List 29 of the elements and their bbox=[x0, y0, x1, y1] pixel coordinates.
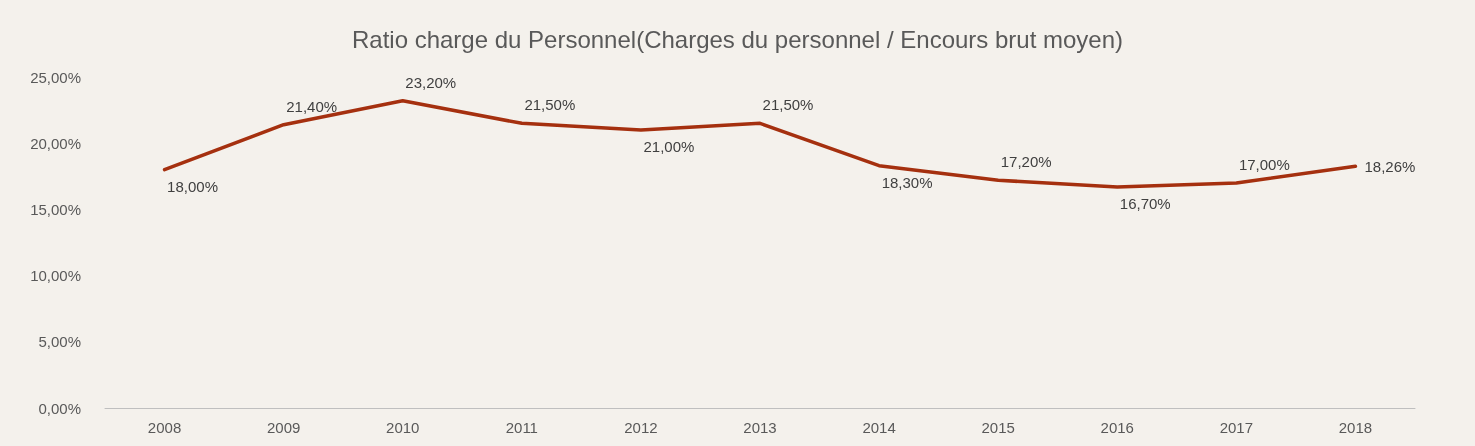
x-tick-label: 2008 bbox=[147, 419, 182, 436]
data-label: 23,20% bbox=[405, 73, 457, 91]
x-tick-label: 2014 bbox=[862, 419, 896, 436]
data-label: 17,20% bbox=[1000, 153, 1052, 171]
data-label: 18,30% bbox=[881, 173, 933, 191]
x-tick-label: 2016 bbox=[1100, 419, 1134, 436]
data-label: 17,00% bbox=[1238, 155, 1290, 173]
data-label: 21,50% bbox=[524, 96, 576, 114]
x-tick-label: 2018 bbox=[1338, 419, 1373, 436]
x-tick-label: 2012 bbox=[624, 419, 658, 436]
data-label: 18,26% bbox=[1364, 157, 1416, 175]
y-tick-label: 10,00% bbox=[30, 267, 81, 285]
y-tick-label: 5,00% bbox=[38, 333, 81, 351]
data-label: 21,00% bbox=[643, 137, 695, 155]
x-tick-label: 2009 bbox=[266, 419, 301, 436]
data-label: 16,70% bbox=[1119, 194, 1171, 212]
y-tick-label: 15,00% bbox=[30, 200, 81, 218]
data-label: 18,00% bbox=[167, 177, 218, 195]
x-tick-label: 2015 bbox=[981, 419, 1015, 436]
y-tick-label: 20,00% bbox=[30, 134, 81, 152]
chart-title: Ratio charge du Personnel(Charges du personnel / Encours brut moyen) bbox=[351, 25, 1124, 53]
data-label: 21,40% bbox=[286, 97, 338, 115]
x-tick-label: 2011 bbox=[505, 419, 538, 436]
y-tick-label: 25,00% bbox=[30, 68, 81, 86]
x-tick-label: 2013 bbox=[743, 419, 777, 436]
x-tick-label: 2017 bbox=[1219, 419, 1254, 436]
y-tick-label: 0,00% bbox=[38, 399, 81, 417]
data-label: 21,50% bbox=[762, 96, 814, 114]
x-tick-label: 2010 bbox=[386, 419, 420, 436]
